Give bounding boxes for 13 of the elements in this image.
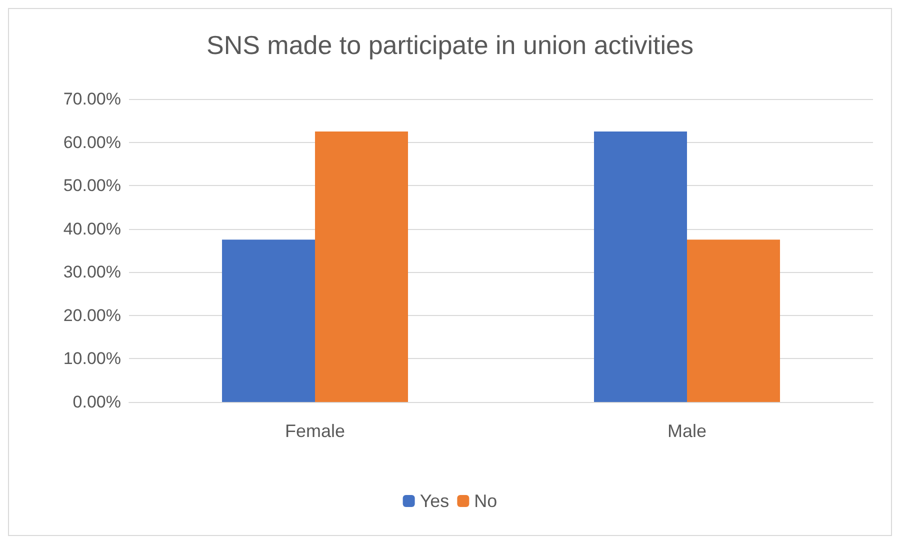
x-tick-label: Male <box>667 421 707 441</box>
y-tick-label: 70.00% <box>63 90 121 108</box>
y-tick-label: 10.00% <box>63 349 121 368</box>
y-tick-label: 60.00% <box>63 132 121 152</box>
legend-label: No <box>474 491 498 511</box>
legend-label: Yes <box>420 491 450 511</box>
chart-title: SNS made to participate in union activities <box>206 30 694 60</box>
y-tick-label: 30.00% <box>63 262 121 282</box>
y-tick-label: 0.00% <box>72 392 121 412</box>
x-tick-label: Female <box>284 421 346 441</box>
y-tick-label: 50.00% <box>63 176 121 196</box>
y-tick-label: 40.00% <box>63 219 121 238</box>
y-tick-label: 20.00% <box>63 306 121 325</box>
